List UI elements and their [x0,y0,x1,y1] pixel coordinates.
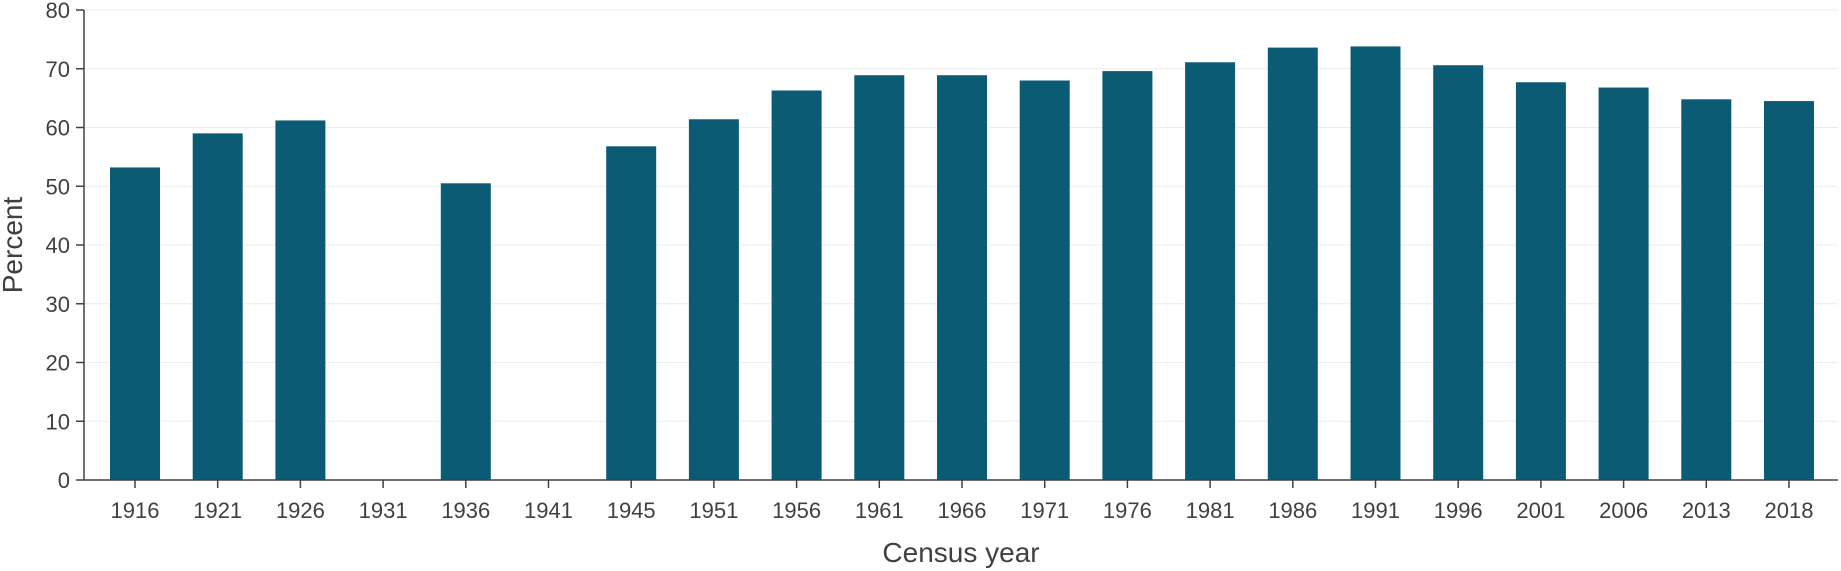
bar-1991 [1350,46,1401,481]
x-ticks: 1916 1921 1926 1931 1936 1941 1945 1951 1956 1961… [111,480,1814,523]
x-tick-label: 1966 [938,498,987,523]
bar-1926 [275,120,326,480]
x-tick-label: 1961 [855,498,904,523]
x-tick-label: 1991 [1351,498,1400,523]
y-tick-label: 40 [46,233,70,258]
x-tick-label: 1936 [441,498,490,523]
bar-1916 [110,167,160,480]
y-tick-label: 0 [58,468,70,493]
y-ticks: 0 10 20 30 40 50 60 70 80 [46,0,84,493]
x-tick-label: 1926 [276,498,325,523]
x-tick-label: 1916 [111,498,160,523]
bars [110,46,1814,481]
bar-1981 [1185,62,1236,480]
y-tick-label: 70 [46,57,70,82]
y-tick-label: 20 [46,351,70,376]
x-tick-label: 1941 [524,498,573,523]
bar-1986 [1267,47,1318,480]
x-tick-label: 1931 [359,498,408,523]
y-tick-label: 10 [46,409,70,434]
x-tick-label: 1981 [1186,498,1235,523]
x-tick-label: 1945 [607,498,656,523]
bar-2013 [1681,99,1732,481]
bar-2001 [1515,82,1566,480]
bar-1976 [1102,71,1153,480]
y-tick-label: 60 [46,116,70,141]
x-tick-label: 2013 [1682,498,1731,523]
x-tick-label: 1951 [689,498,738,523]
y-tick-label: 30 [46,292,70,317]
x-tick-label: 1956 [772,498,821,523]
x-tick-label: 2018 [1765,498,1814,523]
bar-1951 [688,119,739,481]
y-tick-label: 50 [46,174,70,199]
bar-1971 [1019,80,1070,480]
x-tick-label: 1971 [1020,498,1069,523]
bar-1966 [937,75,987,481]
bar-2006 [1598,87,1649,481]
bar-1921 [192,133,243,480]
x-tick-label: 1976 [1103,498,1152,523]
bar-1945 [606,146,657,481]
x-axis-title: Census year [882,537,1039,568]
bar-1956 [771,90,822,481]
x-tick-label: 2006 [1599,498,1648,523]
x-tick-label: 2001 [1516,498,1565,523]
bar-2018 [1764,101,1814,480]
bar-1961 [854,75,905,481]
bar-1996 [1433,65,1484,480]
x-tick-label: 1986 [1268,498,1317,523]
x-tick-label: 1921 [193,498,242,523]
y-axis-title: Percent [0,197,28,294]
bar-1936 [440,183,491,480]
y-tick-label: 80 [46,0,70,23]
x-tick-label: 1996 [1434,498,1483,523]
